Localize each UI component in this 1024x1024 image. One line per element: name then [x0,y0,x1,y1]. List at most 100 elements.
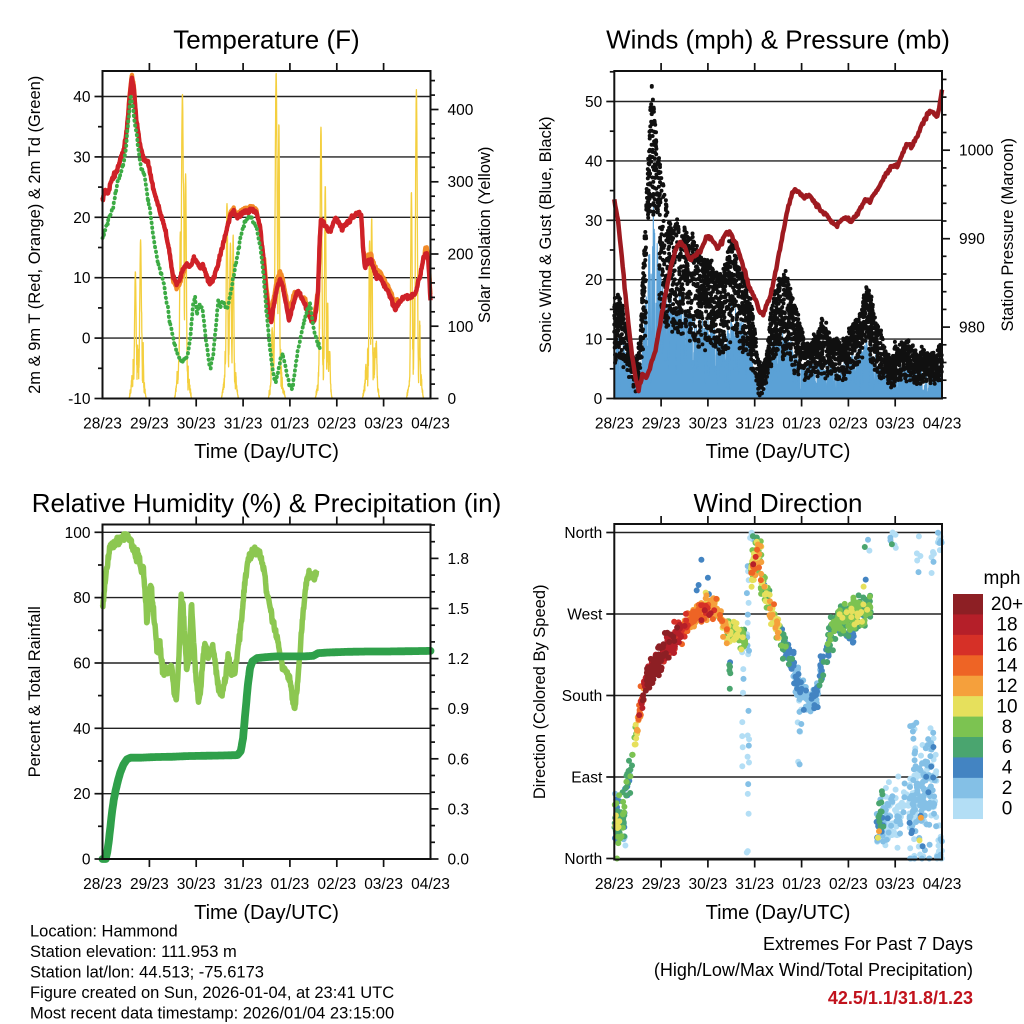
svg-text:04/23: 04/23 [411,876,450,893]
svg-text:30/23: 30/23 [689,876,728,893]
svg-text:20+: 20+ [991,594,1023,615]
svg-text:mph: mph [984,568,1021,589]
svg-text:980: 980 [959,320,985,337]
svg-text:Time (Day/UTC): Time (Day/UTC) [194,902,339,924]
svg-text:60: 60 [73,656,91,673]
svg-text:6: 6 [1002,737,1013,758]
svg-text:0: 0 [82,331,91,348]
svg-text:300: 300 [448,174,474,191]
svg-text:20: 20 [73,786,91,803]
svg-text:31/23: 31/23 [224,876,263,893]
svg-text:31/23: 31/23 [735,416,774,433]
svg-text:01/23: 01/23 [271,416,310,433]
svg-text:16: 16 [996,635,1017,656]
svg-text:30/23: 30/23 [177,416,216,433]
svg-text:40: 40 [585,153,603,170]
svg-text:Station elevation: 111.953 m: Station elevation: 111.953 m [30,943,237,961]
svg-text:Time (Day/UTC): Time (Day/UTC) [706,441,851,463]
svg-text:20: 20 [73,210,91,227]
svg-text:04/23: 04/23 [923,416,962,433]
svg-text:29/23: 29/23 [130,876,169,893]
svg-text:02/23: 02/23 [317,416,356,433]
svg-text:1000: 1000 [959,143,994,160]
svg-text:0.6: 0.6 [448,751,470,768]
svg-text:200: 200 [448,247,474,264]
svg-text:14: 14 [996,656,1018,677]
svg-text:20: 20 [585,272,603,289]
svg-text:West: West [567,607,603,624]
svg-text:03/23: 03/23 [876,876,915,893]
svg-text:-10: -10 [68,391,91,408]
svg-text:0: 0 [1002,799,1013,820]
svg-text:40: 40 [73,721,91,738]
svg-text:01/23: 01/23 [782,876,821,893]
svg-text:Percent & Total Rainfall: Percent & Total Rainfall [26,606,44,777]
svg-text:990: 990 [959,231,985,248]
svg-text:Temperature (F): Temperature (F) [173,25,359,55]
svg-text:02/23: 02/23 [317,876,356,893]
svg-text:10: 10 [585,332,603,349]
svg-text:03/23: 03/23 [364,876,403,893]
svg-text:03/23: 03/23 [364,416,403,433]
svg-text:28/23: 28/23 [595,876,634,893]
svg-text:29/23: 29/23 [642,416,681,433]
svg-text:28/23: 28/23 [595,416,634,433]
svg-text:0: 0 [594,391,603,408]
svg-text:1.8: 1.8 [448,551,470,568]
svg-text:0.0: 0.0 [448,852,470,869]
svg-text:North: North [564,851,602,868]
svg-text:31/23: 31/23 [224,416,263,433]
svg-text:02/23: 02/23 [829,876,868,893]
svg-text:East: East [571,770,603,787]
svg-text:29/23: 29/23 [130,416,169,433]
svg-text:8: 8 [1002,717,1013,738]
svg-text:South: South [562,688,603,705]
svg-text:Most recent data timestamp: 20: Most recent data timestamp: 2026/01/04 2… [30,1005,394,1023]
svg-text:50: 50 [585,94,603,111]
svg-text:31/23: 31/23 [735,876,774,893]
svg-text:80: 80 [73,590,91,607]
svg-text:10: 10 [996,696,1017,717]
svg-text:Time (Day/UTC): Time (Day/UTC) [194,441,339,463]
svg-text:North: North [564,525,602,542]
svg-text:100: 100 [448,319,474,336]
svg-text:2: 2 [1002,778,1013,799]
svg-text:30/23: 30/23 [177,876,216,893]
svg-text:0: 0 [448,391,457,408]
svg-text:400: 400 [448,102,474,119]
svg-text:Station lat/lon: 44.513; -75.6: Station lat/lon: 44.513; -75.6173 [30,964,264,982]
svg-text:42.5/1.1/31.8/1.23: 42.5/1.1/31.8/1.23 [828,988,973,1008]
svg-text:29/23: 29/23 [642,876,681,893]
svg-text:28/23: 28/23 [83,416,122,433]
svg-text:100: 100 [65,525,91,542]
svg-text:04/23: 04/23 [411,416,450,433]
svg-text:Extremes For Past 7 Days: Extremes For Past 7 Days [763,934,973,954]
svg-text:Direction (Colored By Speed): Direction (Colored By Speed) [531,584,549,799]
svg-text:12: 12 [996,676,1017,697]
svg-text:Figure created on Sun, 2026-01: Figure created on Sun, 2026-01-04, at 23… [30,984,394,1002]
svg-text:0: 0 [82,852,91,869]
svg-text:Location: Hammond: Location: Hammond [30,923,178,941]
svg-text:Solar Insolation (Yellow): Solar Insolation (Yellow) [476,147,494,323]
svg-text:30: 30 [73,149,91,166]
svg-text:01/23: 01/23 [782,416,821,433]
svg-text:1.5: 1.5 [448,601,470,618]
svg-text:Time (Day/UTC): Time (Day/UTC) [706,902,851,924]
svg-text:10: 10 [73,270,91,287]
svg-text:0.9: 0.9 [448,701,470,718]
svg-text:02/23: 02/23 [829,416,868,433]
svg-text:4: 4 [1002,758,1013,779]
svg-text:2m & 9m T (Red, Orange) & 2m T: 2m & 9m T (Red, Orange) & 2m Td (Green) [26,76,44,394]
svg-text:30/23: 30/23 [689,416,728,433]
svg-text:Relative Humidity (%) & Precip: Relative Humidity (%) & Precipitation (i… [32,488,502,518]
svg-text:1.2: 1.2 [448,651,470,668]
svg-text:18: 18 [996,615,1017,636]
svg-text:28/23: 28/23 [83,876,122,893]
svg-text:Station Pressure (Maroon): Station Pressure (Maroon) [999,138,1017,331]
svg-text:(High/Low/Max Wind/Total Preci: (High/Low/Max Wind/Total Precipitation) [654,960,973,980]
svg-text:04/23: 04/23 [923,876,962,893]
svg-text:Winds (mph) & Pressure (mb): Winds (mph) & Pressure (mb) [606,25,950,55]
svg-text:Sonic Wind & Gust (Blue, Black: Sonic Wind & Gust (Blue, Black) [537,117,555,354]
svg-text:40: 40 [73,89,91,106]
svg-text:03/23: 03/23 [876,416,915,433]
